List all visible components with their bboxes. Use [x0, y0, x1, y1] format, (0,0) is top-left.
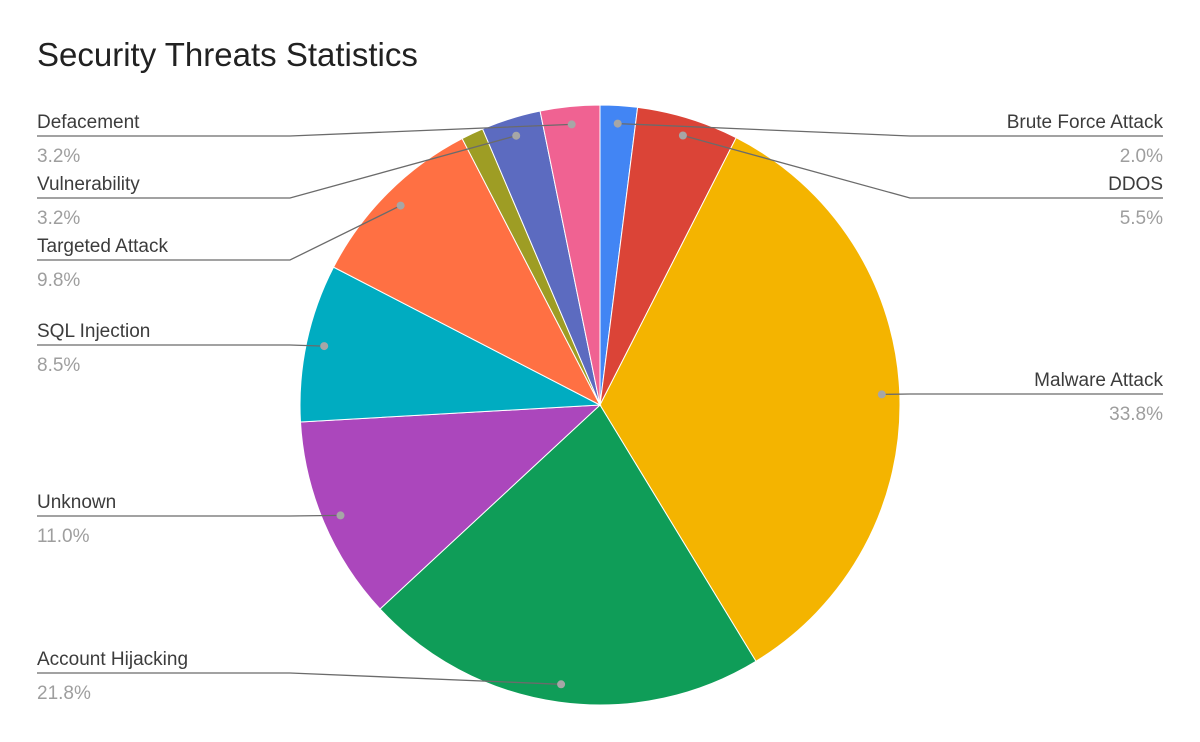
pie-slice-sql-injection: [299, 266, 602, 423]
pie-slice-defacement: [539, 104, 601, 406]
leader-dot: [512, 131, 521, 140]
pie-slice-account-hijacking: [379, 404, 757, 706]
pie-slice-unknown: [299, 404, 602, 610]
slice-percentage: 2.0%: [1120, 146, 1163, 167]
slice-label: Unknown: [37, 492, 116, 513]
leader-line: [617, 122, 1163, 137]
slice-label: Vulnerability: [37, 174, 140, 195]
slice-label: Brute Force Attack: [1007, 112, 1164, 133]
leader-dot: [613, 119, 622, 128]
leader-dot: [567, 120, 576, 129]
slice-percentage: 8.5%: [37, 355, 80, 376]
slice-percentage: 9.8%: [37, 270, 80, 291]
leader-line: [37, 344, 325, 347]
slice-label: Targeted Attack: [37, 236, 168, 257]
slice-label: DDOS: [1108, 174, 1163, 195]
leader-lines: [37, 119, 1163, 689]
pie-slices: [299, 104, 901, 706]
leader-dot: [557, 680, 566, 689]
leader-line: [37, 135, 517, 199]
slice-percentage: 3.2%: [37, 146, 80, 167]
leader-line: [37, 514, 341, 517]
leader-line: [682, 134, 1163, 199]
slice-label: Defacement: [37, 112, 140, 133]
slice-percentage: 5.5%: [1120, 208, 1163, 229]
chart-title: Security Threats Statistics: [37, 36, 418, 73]
slice-label: SQL Injection: [37, 321, 150, 342]
slice-label: Malware Attack: [1034, 370, 1163, 391]
leader-dot: [336, 511, 345, 520]
leader-dot: [320, 342, 329, 351]
slice-percentage: 3.2%: [37, 208, 80, 229]
leader-line: [37, 205, 401, 261]
leader-dot: [396, 201, 405, 210]
leader-line: [37, 672, 562, 685]
slice-percentage: 11.0%: [37, 526, 90, 547]
slice-labels: Brute Force Attack 2.0% DDOS 5.5% Malware At…: [37, 112, 1163, 704]
slice-label: Account Hijacking: [37, 649, 188, 670]
slice-percentage: 33.8%: [1109, 404, 1163, 425]
leader-line: [37, 123, 572, 137]
leader-dot: [877, 390, 886, 399]
slice-percentage: 21.8%: [37, 683, 91, 704]
leader-dot: [678, 131, 687, 140]
